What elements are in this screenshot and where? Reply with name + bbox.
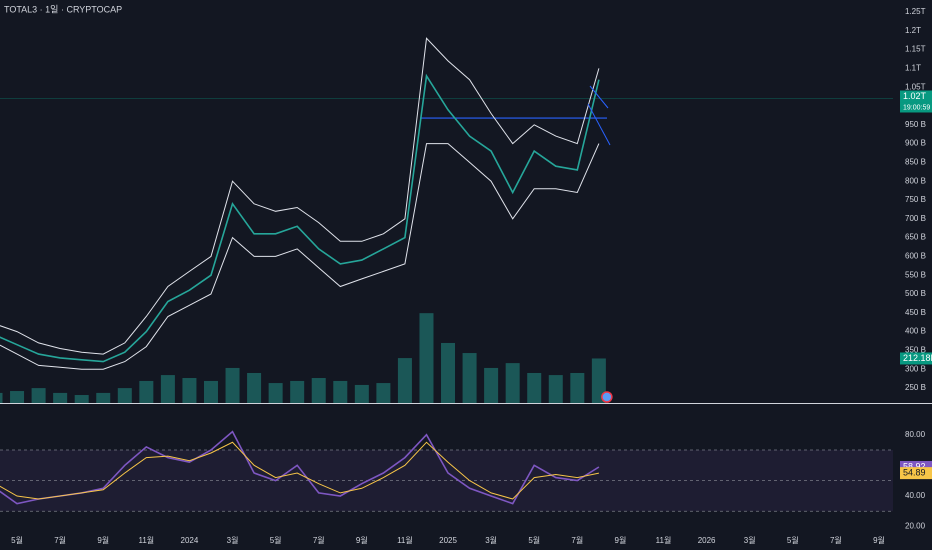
volume-bar xyxy=(139,380,154,403)
chart-title: TOTAL3 · 1일 · CRYPTOCAP xyxy=(4,4,122,14)
volume-tag: 212.18B xyxy=(903,353,932,363)
volume-bar xyxy=(419,313,434,403)
alert-icon xyxy=(601,391,613,403)
volume-bar xyxy=(225,367,240,403)
volume-bar xyxy=(290,380,305,403)
trend-line xyxy=(587,103,611,146)
y-tick-label: 900 B xyxy=(905,139,926,148)
x-tick-label: 3월 xyxy=(485,535,497,545)
volume-bar xyxy=(354,384,369,403)
y-tick-label: 500 B xyxy=(905,289,926,298)
volume-bar xyxy=(96,392,111,403)
rsi-tag: 58.92 xyxy=(903,461,926,471)
x-tick-label: 9월 xyxy=(97,535,109,545)
volume-bar xyxy=(591,358,606,403)
volume-bar xyxy=(117,388,132,403)
volume-bar xyxy=(376,383,391,403)
x-tick-label: 5월 xyxy=(11,535,23,545)
volume-bar xyxy=(160,375,175,403)
countdown: 19:00:59 xyxy=(903,104,930,111)
volume-tag-bg xyxy=(900,352,932,365)
volume-bar xyxy=(397,358,412,403)
series-line xyxy=(0,37,600,355)
volume-bar xyxy=(484,367,499,403)
x-tick-label: 5월 xyxy=(270,535,282,545)
y-tick-label: 850 B xyxy=(905,158,926,167)
last-price-tag: 1.02T xyxy=(903,91,927,101)
x-tick-label: 7월 xyxy=(571,535,583,545)
volume-bar xyxy=(31,388,46,403)
y-tick-label: 950 B xyxy=(905,120,926,129)
x-tick-label: 9월 xyxy=(873,535,885,545)
x-tick-label: 11월 xyxy=(139,535,155,545)
y-tick-label: 20.00 xyxy=(905,522,926,531)
y-tick-label: 1.05T xyxy=(905,82,926,91)
countdown-bg xyxy=(900,102,932,113)
x-tick-label: 2026 xyxy=(698,536,716,545)
y-tick-label: 700 B xyxy=(905,214,926,223)
x-tick-label: 9월 xyxy=(615,535,627,545)
x-tick-label: 5월 xyxy=(787,535,799,545)
y-tick-label: 650 B xyxy=(905,233,926,242)
trend-line xyxy=(589,85,609,109)
plot-area xyxy=(0,37,893,512)
y-tick-label: 1.25T xyxy=(905,7,926,16)
volume-bar xyxy=(333,380,348,403)
y-tick-label: 40.00 xyxy=(905,491,926,500)
volume-bar xyxy=(527,372,542,403)
series-line xyxy=(0,441,600,500)
volume-bar xyxy=(570,372,585,403)
series-line xyxy=(0,143,600,370)
volume-bar xyxy=(182,378,197,403)
y-tick-label: 250 B xyxy=(905,383,926,392)
volume-bar xyxy=(311,378,326,403)
y-tick-label: 600 B xyxy=(905,251,926,260)
x-tick-label: 11월 xyxy=(397,535,413,545)
volume-bar xyxy=(53,392,68,403)
x-tick-label: 3월 xyxy=(744,535,756,545)
y-tick-label: 550 B xyxy=(905,270,926,279)
volume-bar xyxy=(462,353,477,403)
rsi-tag: 54.89 xyxy=(903,468,926,478)
volume-bar xyxy=(74,395,89,403)
x-tick-label: 11월 xyxy=(656,535,672,545)
y-tick-label: 1.15T xyxy=(905,45,926,54)
x-tick-label: 7월 xyxy=(313,535,325,545)
y-tick-label: 400 B xyxy=(905,327,926,336)
axes: 250 B 300 B 350 B 400 B 450 B 500 B 550 B 600 B… xyxy=(11,7,932,545)
volume-bar xyxy=(441,342,456,403)
y-tick-label: 1.2T xyxy=(905,26,921,35)
volume-bar xyxy=(268,383,283,403)
y-tick-label: 350 B xyxy=(905,345,926,354)
rsi-tag-bg xyxy=(900,467,932,480)
y-tick-label: 80.00 xyxy=(905,430,926,439)
volume-bar xyxy=(10,391,25,403)
x-tick-label: 3월 xyxy=(227,535,239,545)
volume-bar xyxy=(0,392,3,403)
series-line xyxy=(0,430,600,505)
volume-bar xyxy=(548,375,563,403)
y-tick-label: 800 B xyxy=(905,176,926,185)
y-tick-label: 300 B xyxy=(905,364,926,373)
y-tick-label: 1.1T xyxy=(905,64,921,73)
y-tick-label: 450 B xyxy=(905,308,926,317)
y-tick-label: 750 B xyxy=(905,195,926,204)
volume-bar xyxy=(203,380,218,403)
last-price-tag-bg xyxy=(900,90,932,103)
x-tick-label: 7월 xyxy=(830,535,842,545)
volume-bar xyxy=(247,372,262,403)
x-tick-label: 9월 xyxy=(356,535,368,545)
x-tick-label: 5월 xyxy=(528,535,540,545)
x-tick-label: 2025 xyxy=(439,536,457,545)
volume-bar xyxy=(505,363,520,403)
x-tick-label: 2024 xyxy=(181,536,199,545)
series-line xyxy=(0,73,600,363)
x-tick-label: 7월 xyxy=(54,535,66,545)
